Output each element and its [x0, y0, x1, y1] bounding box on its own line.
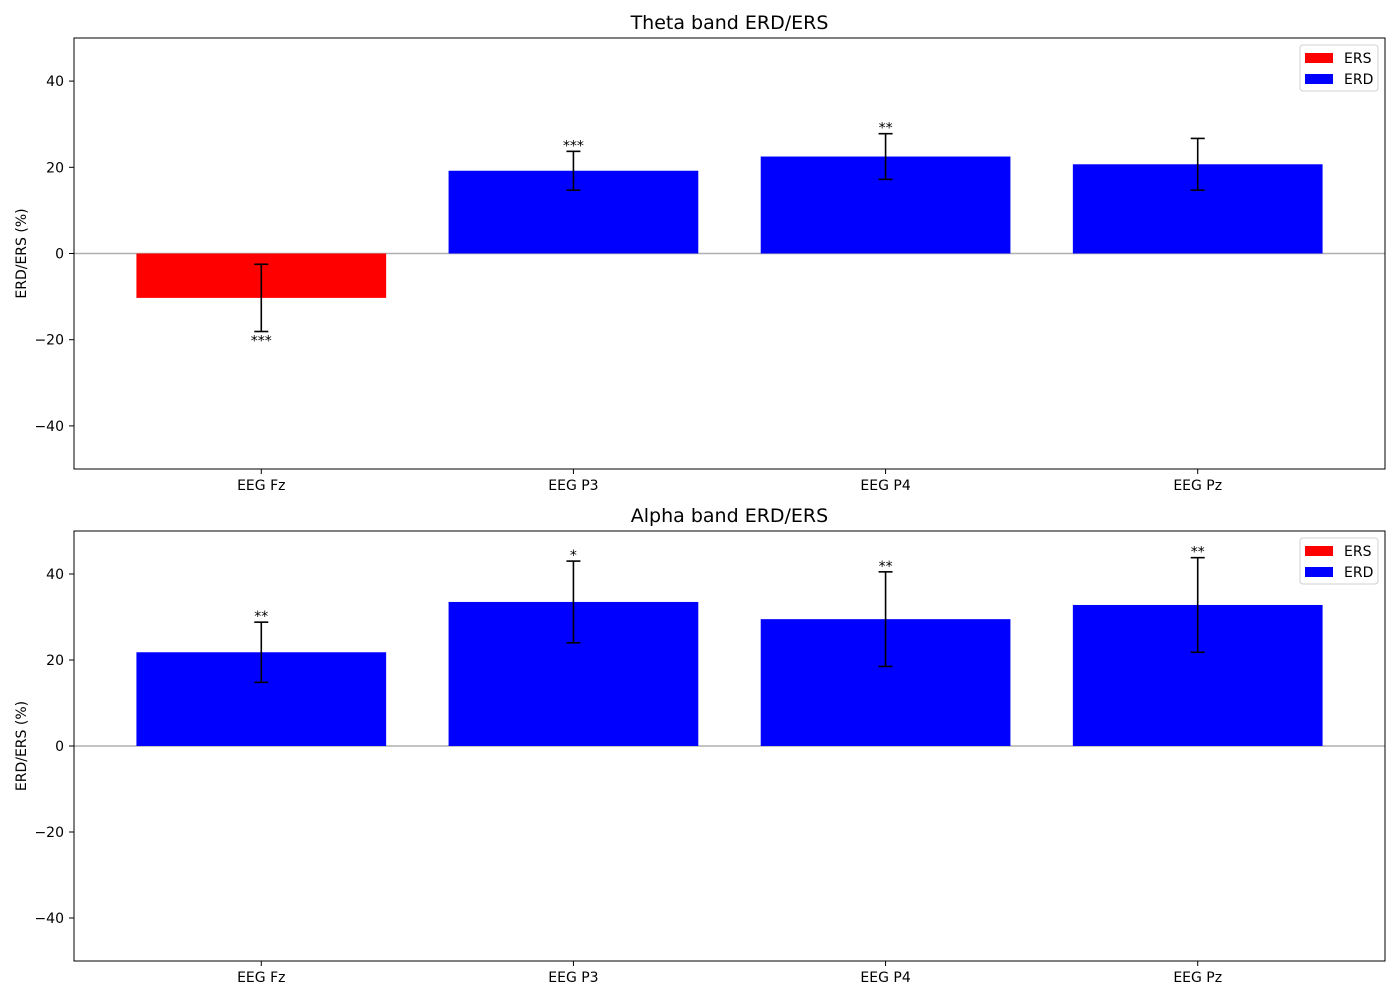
y-tick-label: −20 — [34, 825, 64, 841]
x-tick-label: EEG Fz — [237, 970, 285, 986]
x-tick-label: EEG Pz — [1173, 970, 1222, 986]
legend-swatch — [1305, 53, 1333, 63]
legend: ERS ERD — [1299, 44, 1379, 92]
x-tick-label: EEG Pz — [1173, 478, 1222, 494]
significance-marker: *** — [251, 334, 272, 350]
chart-panel-1: Theta band ERD/ERS ERD/ERS (%) *** EEG Fz **… — [14, 12, 1386, 494]
y-tick-label: −40 — [34, 911, 64, 927]
x-tick-label: EEG Fz — [237, 478, 285, 494]
x-tick-label: EEG P4 — [860, 970, 910, 986]
y-tick-label: 40 — [46, 567, 64, 583]
x-tick-label: EEG P3 — [548, 478, 598, 494]
legend-swatch — [1305, 74, 1333, 84]
x-tick-label: EEG P3 — [548, 970, 598, 986]
x-tick-label: EEG P4 — [860, 478, 910, 494]
chart-panel-2: Alpha band ERD/ERS ERD/ERS (%) ** EEG Fz * EE… — [14, 505, 1386, 986]
axes-frame — [73, 37, 1386, 470]
legend-label: ERS — [1344, 51, 1372, 67]
legend-label: ERD — [1344, 72, 1373, 88]
legend: ERS ERD — [1299, 537, 1379, 585]
y-tick-label: 0 — [55, 739, 64, 755]
chart-title: Theta band ERD/ERS — [630, 12, 829, 34]
significance-marker: ** — [879, 559, 893, 575]
y-axis-label: ERD/ERS (%) — [14, 701, 30, 791]
significance-marker: ** — [1191, 545, 1205, 561]
axes-frame — [73, 530, 1386, 962]
significance-marker: * — [570, 548, 577, 564]
legend-swatch — [1305, 546, 1333, 556]
y-tick-label: 40 — [46, 74, 64, 90]
legend-label: ERD — [1344, 565, 1373, 581]
chart-title: Alpha band ERD/ERS — [631, 505, 828, 527]
y-axis-label: ERD/ERS (%) — [14, 208, 30, 298]
significance-marker: ** — [879, 121, 893, 137]
y-tick-label: 20 — [46, 160, 64, 176]
legend-swatch — [1305, 567, 1333, 577]
significance-marker: *** — [563, 138, 584, 154]
y-tick-label: 0 — [55, 247, 64, 263]
significance-marker: ** — [254, 609, 268, 625]
y-tick-label: 20 — [46, 653, 64, 669]
y-tick-label: −40 — [34, 419, 64, 435]
y-tick-label: −20 — [34, 333, 64, 349]
legend-label: ERS — [1344, 544, 1372, 560]
